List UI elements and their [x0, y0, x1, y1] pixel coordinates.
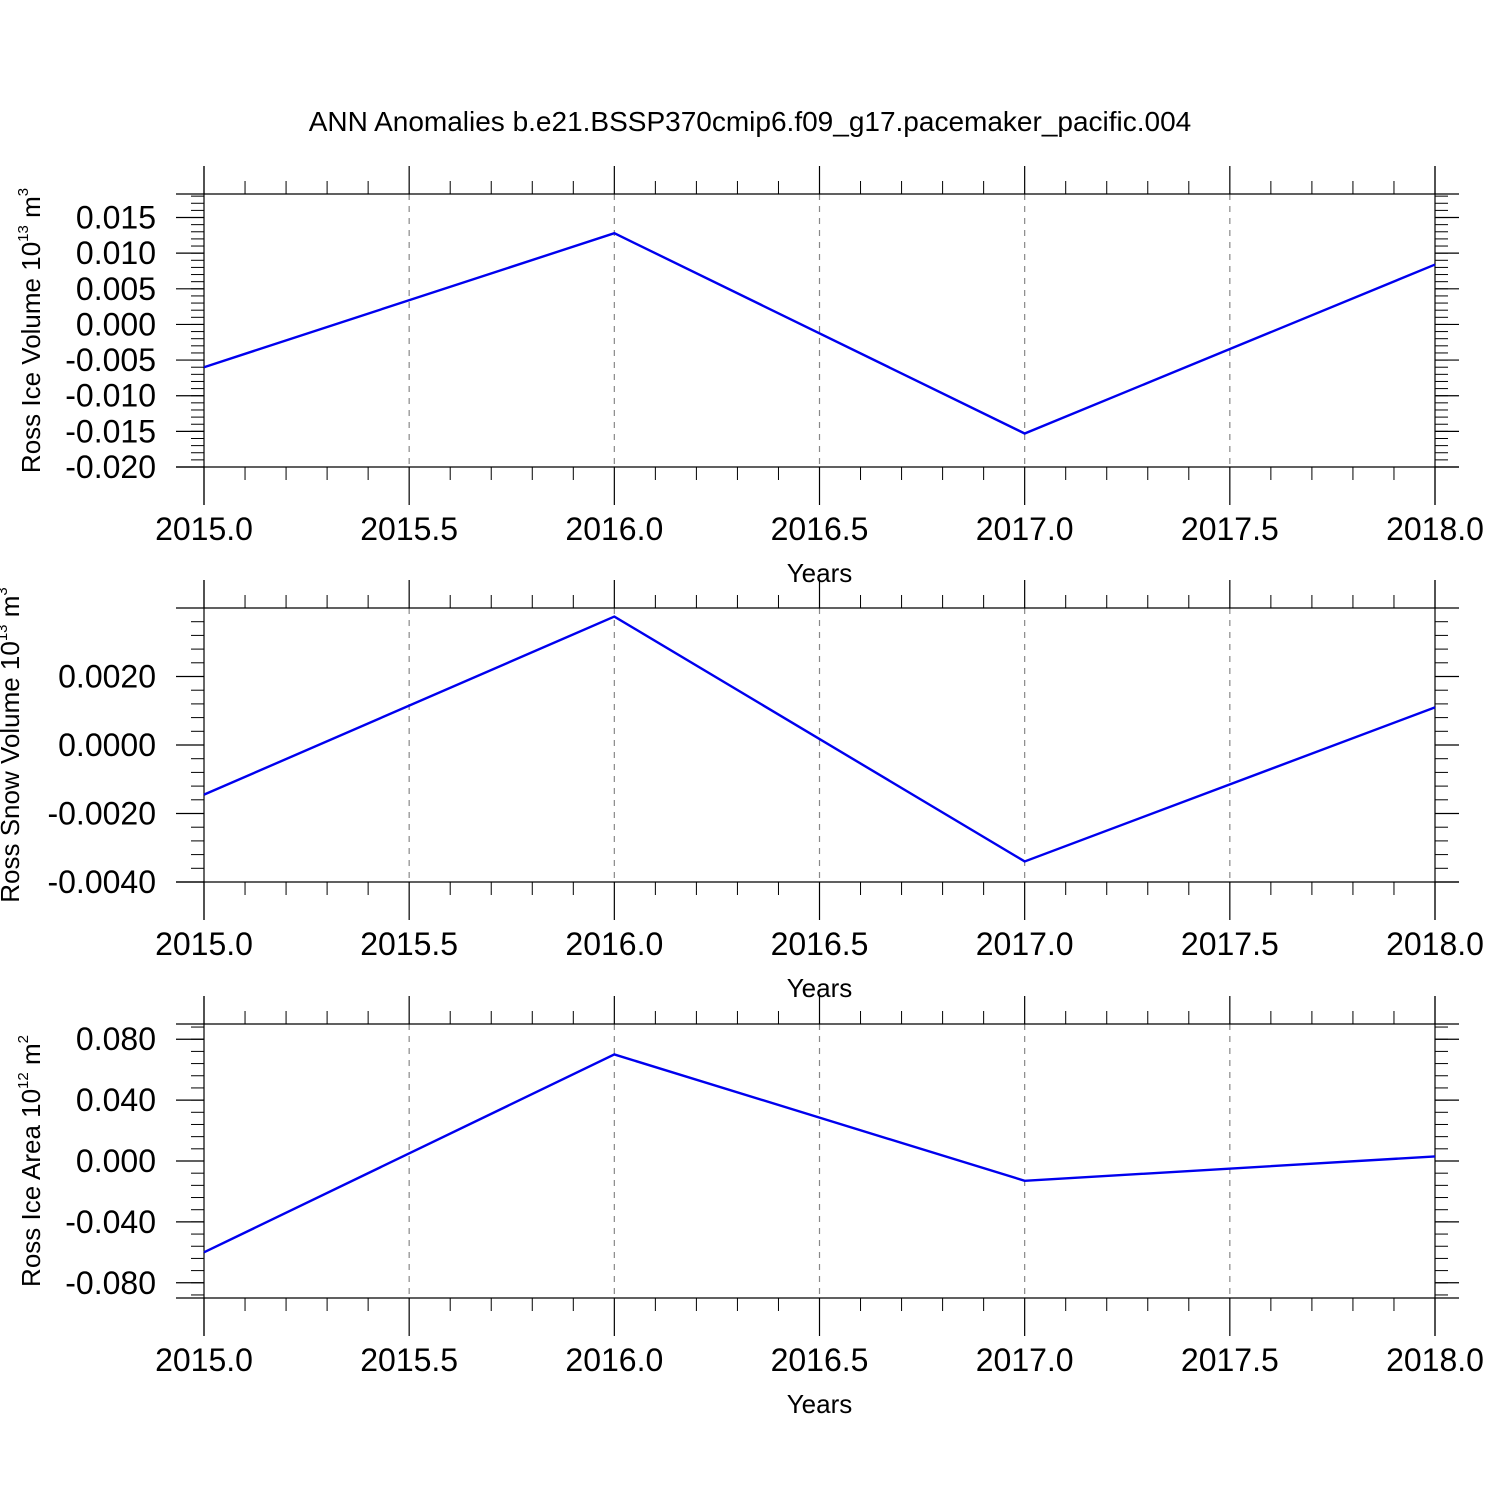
x-tick-label: 2015.5 [360, 511, 458, 547]
y-tick-label: 0.0000 [58, 727, 156, 763]
y-axis-label-unit-exponent: 2 [15, 1035, 32, 1043]
x-tick-label: 2018.0 [1386, 511, 1484, 547]
x-tick-label: 2017.0 [976, 511, 1074, 547]
y-axis-label-text: Ross Ice Volume 10 [16, 242, 46, 473]
x-tick-label: 2017.0 [976, 926, 1074, 962]
y-tick-label: 0.0020 [58, 659, 156, 695]
y-tick-label: -0.080 [65, 1265, 156, 1301]
y-axis-label: Ross Snow Volume 1013 m3 [0, 587, 25, 903]
series-line-1 [203, 1053, 1436, 1254]
y-tick-label: -0.015 [65, 413, 156, 449]
y-tick-label: 0.015 [76, 200, 156, 236]
x-tick-label: 2018.0 [1386, 926, 1484, 962]
y-axis-label-text: Ross Ice Area 10 [16, 1089, 46, 1287]
y-axis-label-exponent: 12 [15, 1072, 32, 1089]
x-tick-label: 2016.0 [565, 926, 663, 962]
x-tick-label: 2017.0 [976, 1342, 1074, 1378]
y-tick-label: -0.040 [65, 1204, 156, 1240]
y-tick-label: 0.080 [76, 1021, 156, 1057]
y-axis-label: Ross Ice Area 1012 m2 [15, 1035, 46, 1287]
x-tick-label: 2018.0 [1386, 1342, 1484, 1378]
y-axis-label-unit: m [16, 196, 46, 225]
x-tick-label: 2015.0 [155, 1342, 253, 1378]
x-tick-label: 2015.5 [360, 1342, 458, 1378]
chart-panel-2: 2015.0 2015.5 2016.0 2016.5 2017.0 2017.5 2018… [0, 580, 1484, 1003]
y-axis-label-unit-exponent: 3 [0, 587, 11, 595]
x-tick-label: 2015.5 [360, 926, 458, 962]
x-tick-label: 2017.5 [1181, 511, 1279, 547]
y-tick-label: -0.0040 [47, 864, 156, 900]
y-axis-label-text: Ross Snow Volume 10 [0, 641, 25, 903]
x-tick-label: 2016.5 [771, 511, 869, 547]
x-axis-label: Years [787, 1389, 853, 1419]
y-tick-label: -0.010 [65, 378, 156, 414]
y-tick-label: 0.040 [76, 1082, 156, 1118]
y-tick-label: 0.000 [76, 306, 156, 342]
y-axis-label-unit: m [0, 596, 25, 625]
y-tick-label: -0.0020 [47, 796, 156, 832]
x-tick-label: 2016.0 [565, 1342, 663, 1378]
y-tick-label: -0.005 [65, 342, 156, 378]
x-tick-label: 2017.5 [1181, 1342, 1279, 1378]
y-axis-label: Ross Ice Volume 1013 m3 [15, 188, 46, 473]
x-tick-label: 2016.5 [771, 926, 869, 962]
x-tick-label: 2015.0 [155, 511, 253, 547]
y-tick-label: -0.020 [65, 449, 156, 485]
y-axis-label-exponent: 13 [15, 225, 32, 242]
series-line-1 [203, 615, 1436, 863]
x-tick-label: 2016.0 [565, 511, 663, 547]
x-tick-label: 2016.5 [771, 1342, 869, 1378]
x-tick-label: 2015.0 [155, 926, 253, 962]
chart-panel-1: 2015.0 2015.5 2016.0 2016.5 2017.0 2017.5 2018… [15, 166, 1484, 588]
x-tick-label: 2017.5 [1181, 926, 1279, 962]
y-axis-label-unit-exponent: 3 [15, 188, 32, 196]
y-tick-label: 0.000 [76, 1143, 156, 1179]
y-tick-label: 0.005 [76, 271, 156, 307]
y-axis-label-unit: m [16, 1043, 46, 1072]
series-line-1 [203, 231, 1436, 435]
chart-title: ANN Anomalies b.e21.BSSP370cmip6.f09_g17… [309, 106, 1192, 137]
chart-panel-3: 2015.0 2015.5 2016.0 2016.5 2017.0 2017.5 2018… [15, 996, 1484, 1419]
y-axis-label-exponent: 13 [0, 624, 11, 641]
y-tick-label: 0.010 [76, 235, 156, 271]
